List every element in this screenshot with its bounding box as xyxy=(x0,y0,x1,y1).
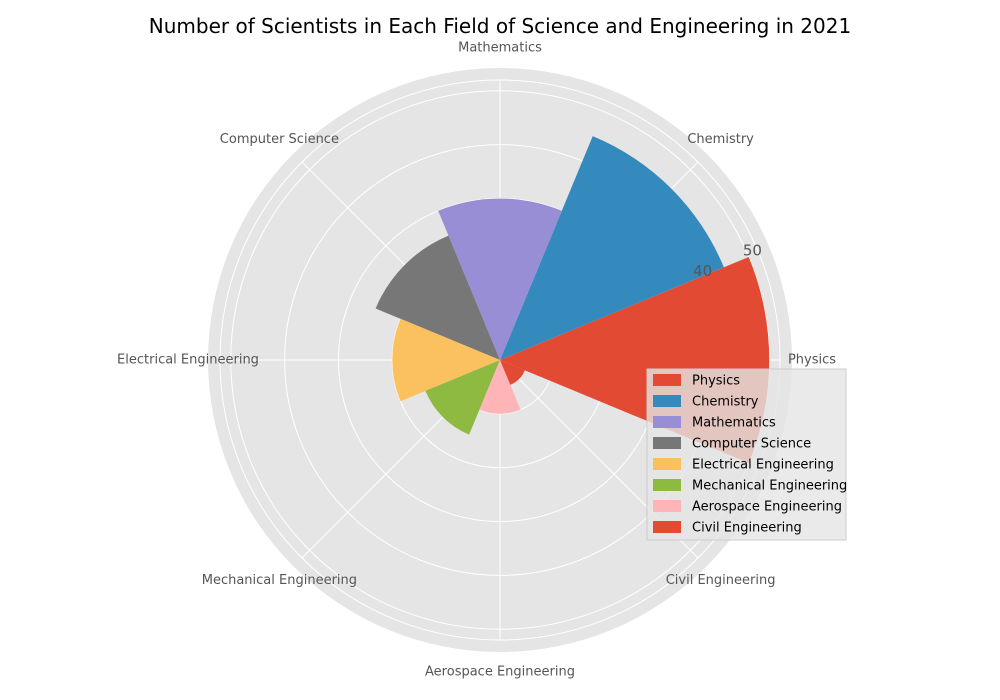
bar-computer-science xyxy=(375,235,500,360)
bar-civil-engineering xyxy=(500,360,525,385)
category-label-mechanical-engineering: Mechanical Engineering xyxy=(202,573,357,588)
category-label-electrical-engineering: Electrical Engineering xyxy=(117,353,259,368)
legend-label-physics: Physics xyxy=(692,374,740,389)
bar-electrical-engineering xyxy=(392,318,500,402)
legend-label-chemistry: Chemistry xyxy=(692,395,759,410)
category-labels: Physics Chemistry Mathematics Computer Scie… xyxy=(117,41,836,680)
legend-label-mechanical-engineering: Mechanical Engineering xyxy=(692,479,847,494)
rtick-label-40: 40 xyxy=(693,262,712,280)
category-label-chemistry: Chemistry xyxy=(687,132,754,147)
category-label-physics: Physics xyxy=(788,353,836,368)
radial-ticks: 40 50 xyxy=(693,241,762,280)
legend-swatch-physics xyxy=(653,374,681,386)
category-label-civil-engineering: Civil Engineering xyxy=(666,573,776,588)
rtick-label-50: 50 xyxy=(743,241,762,259)
legend-swatch-mechanical-engineering xyxy=(653,479,681,491)
legend-swatch-computer-science xyxy=(653,437,681,449)
legend-swatch-civil-engineering xyxy=(653,521,681,533)
bar-mathematics xyxy=(438,198,562,360)
legend-swatch-aerospace-engineering xyxy=(653,500,681,512)
bars-layer xyxy=(375,136,770,464)
bar-mechanical-engineering xyxy=(425,360,500,435)
legend-label-electrical-engineering: Electrical Engineering xyxy=(692,458,834,473)
legend-label-mathematics: Mathematics xyxy=(692,416,776,431)
legend-swatch-electrical-engineering xyxy=(653,458,681,470)
bar-aerospace-engineering xyxy=(479,360,521,414)
bar-chemistry xyxy=(500,136,724,360)
legend-label-aerospace-engineering: Aerospace Engineering xyxy=(692,500,842,515)
legend: Physics Chemistry Mathematics Computer Scie… xyxy=(646,368,847,541)
chart-title: Number of Scientists in Each Field of Sc… xyxy=(149,14,851,38)
category-label-mathematics: Mathematics xyxy=(458,41,542,56)
category-label-computer-science: Computer Science xyxy=(220,132,339,147)
legend-label-civil-engineering: Civil Engineering xyxy=(692,521,802,536)
legend-swatch-chemistry xyxy=(653,395,681,407)
legend-label-computer-science: Computer Science xyxy=(692,437,811,452)
legend-swatch-mathematics xyxy=(653,416,681,428)
category-label-aerospace-engineering: Aerospace Engineering xyxy=(425,665,575,680)
